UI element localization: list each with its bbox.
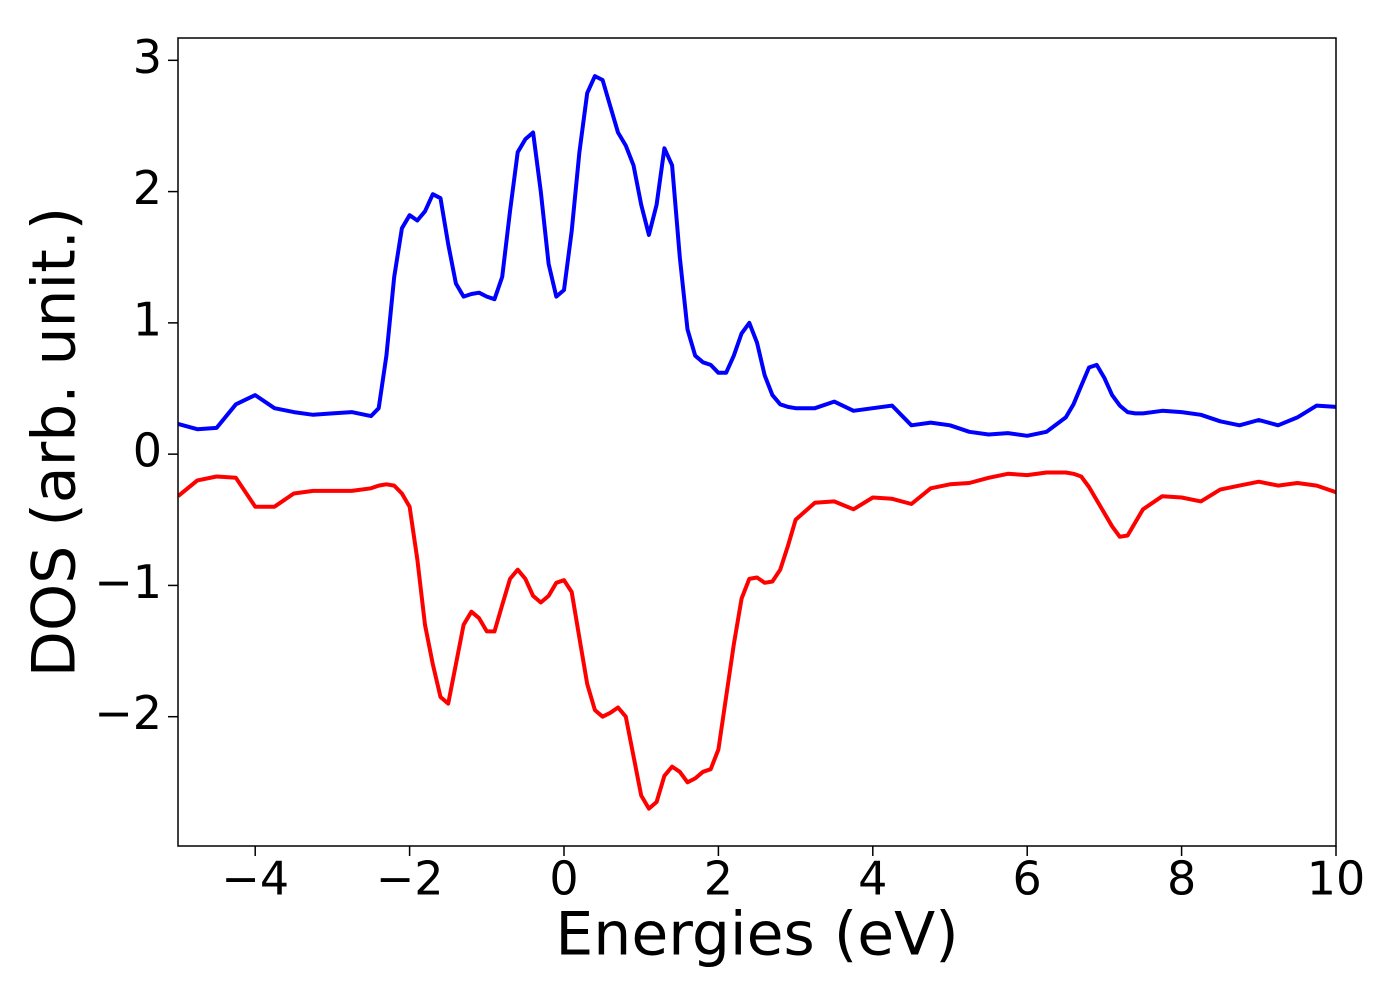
line-series [178,470,1336,811]
y-tick-label: 1 [133,292,162,346]
x-tick-label: −2 [376,852,444,906]
x-tick-label: 6 [1013,852,1042,906]
y-tick-label: −2 [94,686,162,740]
x-tick-label: 0 [549,852,578,906]
line-series [178,74,1336,438]
y-tick-label: 3 [133,30,162,84]
x-tick-label: 8 [1167,852,1196,906]
x-tick-label: 2 [704,852,733,906]
x-axis-label: Energies (eV) [555,900,958,970]
x-tick-label: 4 [858,852,887,906]
y-axis-label: DOS (arb. unit.) [20,207,90,677]
y-tick-label: 0 [133,424,162,478]
y-tick-label: 2 [133,161,162,215]
plot-frame [177,37,1337,847]
x-tick-label: 10 [1307,852,1366,906]
y-tick-label: −1 [94,555,162,609]
x-tick-label: −4 [221,852,289,906]
